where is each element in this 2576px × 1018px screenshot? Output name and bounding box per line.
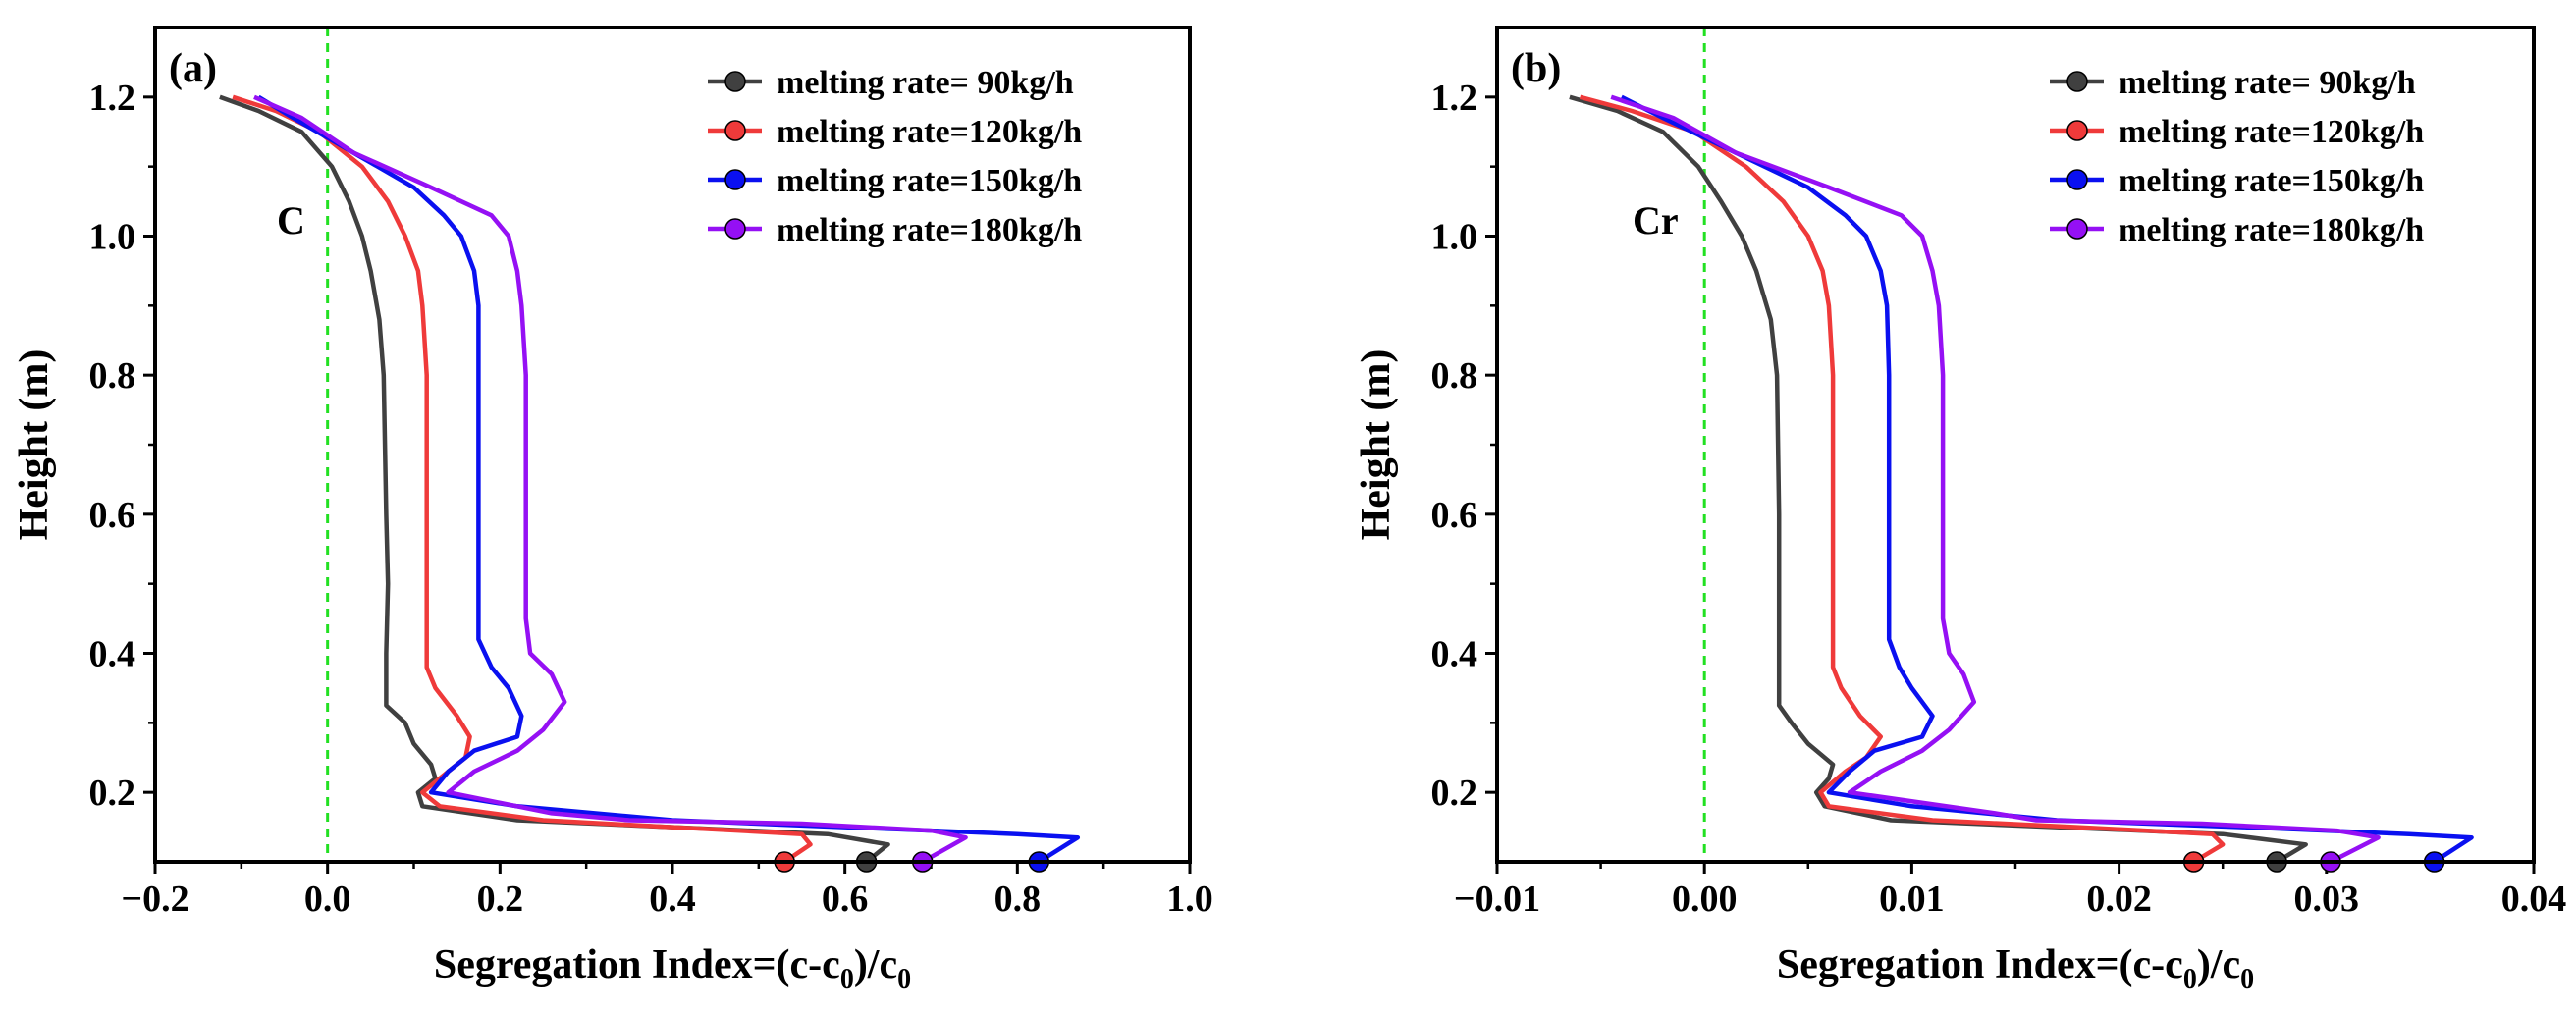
legend-swatch-marker <box>2066 218 2088 240</box>
legend-swatch-marker <box>724 218 746 240</box>
plot-frame <box>1495 26 2536 864</box>
series-group <box>1569 94 2474 862</box>
legend-entry-label: melting rate=180kg/h <box>777 212 1082 248</box>
y-tick-label: 0.8 <box>1431 355 1478 397</box>
legend-entry-label: melting rate=120kg/h <box>777 114 1082 150</box>
x-tick-label: 0.02 <box>2086 879 2152 920</box>
chart-panel-b: −0.01 0.00 0.01 0.02 0.03 0.04 0.2 0.4 0.6 0.8 1.0… <box>1354 26 2567 994</box>
y-tick-label: 0.2 <box>89 773 136 814</box>
element-label: C <box>277 198 305 242</box>
y-tick-label: 0.4 <box>89 634 136 675</box>
chart-panel-a: −0.2 0.0 0.2 0.4 0.6 0.8 1.0 0.2 0.4 0.6 0.8 1.0 1.2… <box>12 26 1213 994</box>
legend-swatch-marker <box>724 120 746 141</box>
x-tick-label: 0.0 <box>304 879 351 920</box>
series-line-4 <box>253 94 968 862</box>
x-tick-label: 0.03 <box>2294 879 2360 920</box>
y-tick-label: 0.2 <box>1431 773 1478 814</box>
legend-entry-label: melting rate=180kg/h <box>2119 212 2424 248</box>
legend-swatch-marker <box>2066 169 2088 190</box>
panel-label: (b) <box>1511 46 1561 91</box>
legend-entry-label: melting rate=150kg/h <box>2119 163 2424 199</box>
x-tick-label: −0.2 <box>121 879 188 920</box>
x-tick-label: 0.04 <box>2501 879 2567 920</box>
panel-label: (a) <box>169 46 217 91</box>
series-line-2 <box>232 94 813 862</box>
legend-swatch-marker <box>724 71 746 92</box>
x-tick-label: 0.01 <box>1879 879 1945 920</box>
legend-entry-label: melting rate=150kg/h <box>777 163 1082 199</box>
series-line-2 <box>1579 94 2226 862</box>
series-line-1 <box>1569 94 2308 862</box>
y-tick-label: 0.6 <box>1431 495 1478 536</box>
y-tick-label: 0.8 <box>89 355 136 397</box>
x-axis-title: Segregation Index=(c-c0)/c0 <box>1777 942 2254 994</box>
y-axis-title: Height (m) <box>12 349 57 541</box>
legend-entry-label: melting rate=120kg/h <box>2119 114 2424 150</box>
x-tick-label: 1.0 <box>1166 879 1213 920</box>
y-tick-label: 0.6 <box>89 495 136 536</box>
legend-swatch-marker <box>2066 71 2088 92</box>
x-tick-label: 0.2 <box>477 879 524 920</box>
x-tick-label: 0.6 <box>822 879 869 920</box>
legend-entry-label: melting rate= 90kg/h <box>2119 65 2416 101</box>
legend-swatch-marker <box>2066 120 2088 141</box>
x-axis-title: Segregation Index=(c-c0)/c0 <box>434 942 911 994</box>
series-line-4 <box>1610 94 2381 862</box>
x-tick-label: −0.01 <box>1454 879 1540 920</box>
x-tick-label: 0.00 <box>1672 879 1738 920</box>
plot-frame <box>153 26 1192 864</box>
y-tick-label: 1.0 <box>1431 217 1478 258</box>
series-group <box>219 94 1081 862</box>
y-tick-label: 0.4 <box>1431 634 1478 675</box>
x-tick-label: 0.4 <box>649 879 696 920</box>
legend-entry-label: melting rate= 90kg/h <box>777 65 1074 101</box>
legend-swatch-marker <box>724 169 746 190</box>
element-label: Cr <box>1633 198 1679 242</box>
y-axis-title: Height (m) <box>1354 349 1399 541</box>
x-tick-label: 0.8 <box>994 879 1042 920</box>
y-tick-label: 1.2 <box>1431 78 1478 119</box>
y-tick-label: 1.2 <box>89 78 136 119</box>
y-tick-label: 1.0 <box>89 217 136 258</box>
